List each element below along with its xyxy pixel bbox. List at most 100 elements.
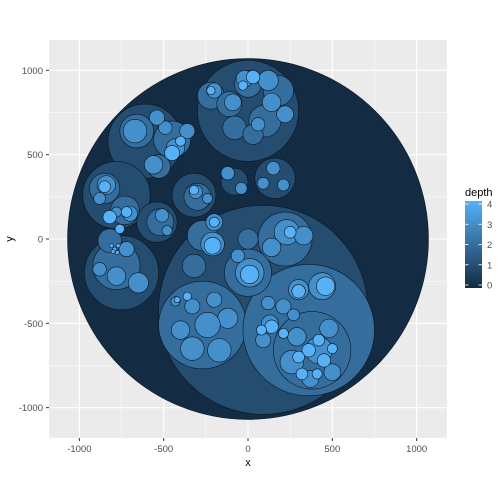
legend-tick-label: 1: [487, 260, 492, 271]
x-tick-label: 500: [324, 444, 340, 455]
circle-depth-3: [262, 237, 282, 258]
legend-title: depth: [465, 187, 493, 199]
circle-depth-4: [246, 70, 261, 85]
circle-depth-3: [122, 118, 148, 144]
circle-depth-3: [127, 272, 149, 294]
circle-depth-3: [235, 182, 248, 195]
circle-depth-4: [115, 243, 121, 249]
circle-depth-4: [316, 276, 336, 296]
legend-tick-label: 3: [487, 220, 492, 231]
circle-depth-2: [181, 253, 207, 279]
circle-depth-3: [179, 123, 196, 139]
circle-depth-3: [224, 93, 242, 112]
circle-depth-4: [173, 296, 181, 304]
circle-depth-4: [182, 291, 192, 301]
circle-depth-4: [291, 284, 306, 299]
circle-depth-4: [312, 333, 326, 347]
circle-depth-3: [149, 109, 165, 126]
circle-depth-3: [230, 248, 245, 263]
circle-depth-3: [184, 298, 201, 315]
circle-depth-3: [257, 70, 279, 91]
circle-depth-3: [180, 336, 205, 361]
circle-depth-4: [110, 249, 116, 254]
circle-depth-4: [240, 264, 260, 284]
legend-tick-label: 2: [487, 240, 492, 251]
legend-tick-label: 0: [487, 281, 492, 292]
y-axis: -1000 -500 0 500 1000: [19, 66, 49, 414]
circle-depth-4: [102, 210, 117, 225]
circle-depth-3: [251, 117, 266, 132]
circle-depth-3: [266, 161, 281, 176]
circle-depth-4: [114, 223, 125, 234]
circle-depth-4: [208, 216, 220, 228]
circle-depth-3: [275, 298, 292, 315]
circle-depth-4: [175, 135, 186, 147]
circle-depth-3: [118, 241, 135, 258]
y-tick-label: 500: [27, 150, 43, 161]
circle-depth-4: [189, 185, 200, 196]
circle-depth-3: [256, 177, 270, 190]
circle-depth-4: [278, 328, 289, 339]
circle-depth-2: [97, 228, 122, 253]
y-axis-title: y: [4, 236, 16, 242]
circle-depth-4: [311, 368, 323, 380]
y-tick-label: 0: [38, 235, 43, 246]
circle-depth-3: [220, 166, 235, 181]
circle-depth-3: [202, 193, 213, 204]
y-tick-label: 1000: [22, 66, 43, 77]
circle-depth-3: [170, 320, 191, 340]
y-tick-label: -1000: [19, 403, 43, 414]
circle-depth-3: [323, 363, 342, 381]
circle-depth-4: [301, 343, 316, 358]
circle-depth-4: [98, 180, 111, 193]
circle-depth-3: [143, 155, 164, 175]
x-axis: -1000 -500 0 500 1000: [67, 438, 427, 455]
legend: depth 0 1 2 3 4: [465, 187, 493, 292]
circle-depth-3: [93, 192, 106, 205]
circle-depth-4: [264, 319, 279, 334]
circle-depth-4: [120, 206, 133, 218]
circle-depth-4: [203, 237, 222, 255]
legend-colorbar: [465, 201, 482, 288]
circle-depth-3: [206, 291, 223, 308]
circle-depth-3: [106, 266, 127, 286]
circle-depth-3: [217, 307, 239, 329]
circle-depth-3: [158, 120, 173, 135]
circle-depth-3: [262, 92, 282, 112]
circle-depth-4: [292, 350, 305, 364]
circle-depth-4: [237, 80, 248, 91]
circle-depth-4: [206, 86, 216, 96]
circle-depth-3: [161, 225, 173, 236]
legend-tick-label: 4: [487, 200, 492, 211]
x-tick-label: -1000: [67, 444, 91, 455]
circle-depth-4: [326, 343, 338, 354]
circle-depth-2: [237, 228, 259, 250]
circle-depth-3: [287, 327, 307, 347]
circle-depth-3: [276, 105, 294, 123]
circle-depth-3: [277, 178, 290, 192]
circle-depth-4: [256, 324, 267, 336]
circle-depth-3: [92, 262, 107, 277]
circle-depth-4: [109, 243, 114, 249]
circle-depth-3: [154, 208, 170, 223]
circle-depth-3: [207, 338, 232, 363]
circle-depth-4: [316, 353, 331, 368]
x-tick-label: 1000: [406, 444, 427, 455]
x-axis-title: x: [245, 457, 251, 469]
circle-depth-4: [164, 145, 180, 161]
circle-depth-3: [261, 296, 276, 311]
circle-depth-4: [283, 226, 297, 239]
legend-ticks: 0 1 2 3 4: [465, 200, 492, 292]
circle-depth-3: [319, 318, 339, 338]
circle-depth-3: [287, 308, 300, 322]
x-tick-label: 0: [245, 444, 250, 455]
circle-depth-4: [114, 250, 120, 255]
circle-depth-3: [194, 312, 221, 338]
x-tick-label: -500: [154, 444, 173, 455]
y-tick-label: -500: [24, 319, 43, 330]
circles: [67, 58, 429, 420]
circle-depth-3: [294, 226, 314, 246]
circle-depth-4: [295, 367, 309, 381]
